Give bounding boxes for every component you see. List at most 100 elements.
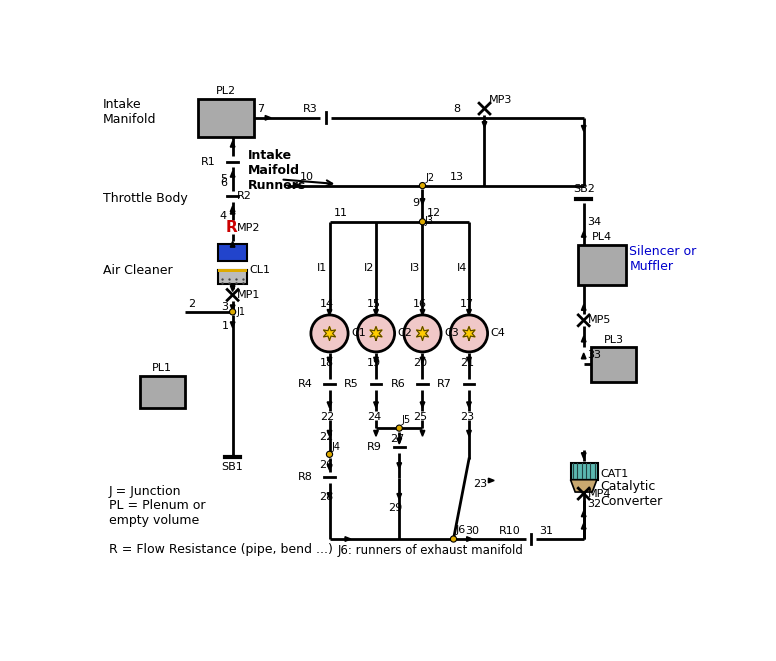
Polygon shape [466,309,471,315]
Text: 21: 21 [459,358,474,368]
Text: Intake
Maifold
Runners: Intake Maifold Runners [248,149,307,192]
Text: 20: 20 [413,358,428,368]
Text: 16: 16 [413,299,428,309]
Text: 9: 9 [412,198,420,208]
Text: MP1: MP1 [237,290,260,300]
Text: 28: 28 [319,492,333,502]
Text: 5: 5 [220,174,227,184]
Text: 23: 23 [473,479,487,488]
Text: I3: I3 [410,263,421,273]
Polygon shape [370,327,382,340]
Polygon shape [230,208,235,214]
Polygon shape [327,493,332,498]
Text: 3: 3 [221,302,228,312]
Polygon shape [466,537,473,541]
Text: 15: 15 [367,299,381,309]
Polygon shape [417,327,428,340]
Text: 31: 31 [539,525,553,535]
Bar [198,98,254,137]
Polygon shape [397,494,401,499]
Text: 26: 26 [319,460,333,470]
Bar [140,375,185,408]
Text: Silencer or
Muffler: Silencer or Muffler [629,245,697,273]
Text: R5: R5 [345,379,359,389]
Text: 13: 13 [449,172,463,182]
Polygon shape [581,453,586,459]
Text: 7: 7 [258,104,265,114]
Polygon shape [374,402,379,408]
Polygon shape [230,305,235,311]
Text: 18: 18 [320,358,334,368]
Text: 34: 34 [587,217,601,227]
Polygon shape [581,511,586,517]
Polygon shape [374,358,379,363]
Text: J = Junction: J = Junction [109,485,181,498]
Bar [218,244,248,261]
Circle shape [235,278,237,281]
Polygon shape [230,241,235,247]
Circle shape [228,282,230,284]
Polygon shape [230,171,235,177]
Bar [218,269,248,272]
Text: C2: C2 [397,329,413,338]
Text: PL3: PL3 [604,334,624,344]
Text: Throttle Body: Throttle Body [103,192,188,205]
Polygon shape [466,402,471,408]
Text: I2: I2 [364,263,374,273]
Polygon shape [327,309,332,315]
Polygon shape [581,353,586,359]
Text: PL = Plenum or
empty volume: PL = Plenum or empty volume [109,499,205,527]
Text: R1: R1 [201,157,216,167]
Text: Air Cleaner: Air Cleaner [103,264,173,277]
Polygon shape [345,537,351,541]
Text: J4: J4 [332,442,341,451]
Bar [577,245,625,285]
Polygon shape [581,231,586,237]
Polygon shape [265,116,271,120]
Polygon shape [581,524,586,529]
Text: 2: 2 [189,299,196,309]
Polygon shape [230,206,235,212]
Text: R6: R6 [390,379,405,389]
Circle shape [228,278,230,281]
Text: 14: 14 [320,299,334,309]
Text: 11: 11 [334,208,348,218]
Text: R2: R2 [237,192,251,202]
Circle shape [404,315,441,352]
Text: SB2: SB2 [573,184,594,194]
Text: 12: 12 [426,208,441,218]
Polygon shape [397,463,401,469]
Text: R3: R3 [303,104,318,114]
Circle shape [242,278,244,281]
Text: 32: 32 [587,499,601,510]
Circle shape [419,219,425,225]
Text: PL4: PL4 [591,232,611,242]
Polygon shape [374,430,379,436]
Text: MP2: MP2 [237,223,260,233]
Bar [591,347,636,382]
Polygon shape [570,480,597,492]
Text: C1: C1 [352,329,366,338]
Polygon shape [324,327,335,340]
Text: 22: 22 [320,412,334,422]
Circle shape [235,282,237,284]
Polygon shape [327,358,332,363]
Text: C4: C4 [490,329,506,338]
Polygon shape [466,358,471,363]
Polygon shape [397,438,401,444]
Text: R4: R4 [297,379,313,389]
Polygon shape [230,141,235,147]
Polygon shape [295,183,300,188]
Text: J5: J5 [401,415,411,426]
Polygon shape [581,305,586,310]
Polygon shape [581,336,586,342]
Text: R: R [225,220,237,235]
Text: 19: 19 [367,358,381,368]
Text: R8: R8 [297,473,313,483]
Circle shape [450,536,456,542]
Text: 30: 30 [465,525,479,535]
Text: SB1: SB1 [222,461,244,472]
Polygon shape [230,322,235,328]
Bar [570,463,598,480]
Polygon shape [327,464,332,470]
